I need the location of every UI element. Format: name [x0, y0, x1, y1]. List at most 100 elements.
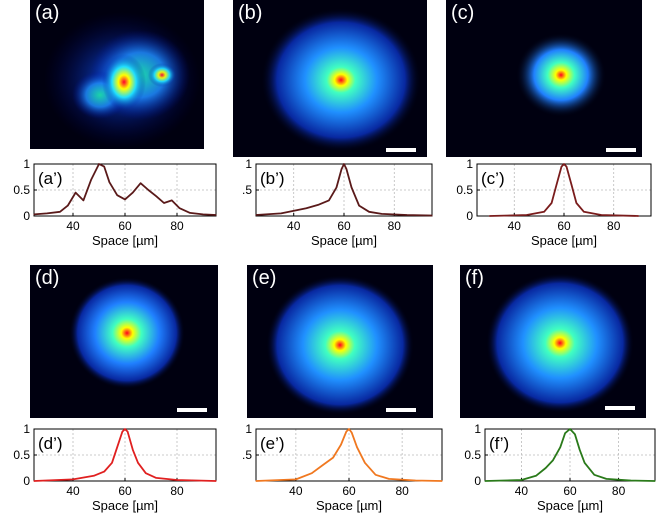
- data-point: [345, 431, 347, 433]
- data-point: [564, 432, 566, 434]
- beam-image-e-graphic: [266, 275, 414, 415]
- data-point: [155, 195, 157, 197]
- data-point: [565, 166, 568, 168]
- data-point: [569, 428, 571, 430]
- data-point: [600, 214, 602, 216]
- data-point: [280, 212, 282, 214]
- x-axis-label: Space [µm]: [311, 233, 377, 248]
- data-point: [441, 480, 443, 482]
- data-point: [637, 215, 640, 217]
- data-point: [348, 428, 350, 430]
- x-tick-label: 40: [287, 219, 301, 233]
- data-point: [82, 199, 84, 201]
- data-point: [543, 211, 545, 213]
- x-tick-label: 60: [342, 484, 356, 498]
- data-point: [574, 433, 576, 435]
- data-point: [124, 198, 126, 200]
- data-point: [163, 202, 165, 204]
- data-point: [368, 211, 370, 213]
- y-tick-label: 1: [23, 158, 30, 171]
- data-point: [137, 462, 139, 464]
- data-point: [75, 192, 77, 194]
- data-point: [335, 186, 338, 188]
- data-point: [127, 431, 129, 433]
- profile-panel-label: (d’): [38, 434, 63, 453]
- y-tick-label: 0.5: [13, 183, 30, 197]
- data-point: [90, 179, 92, 181]
- profile-plot-d-prime: 40 60 80 0 0.5 1 (d’) Space [µm]: [13, 423, 217, 513]
- data-point: [171, 199, 173, 201]
- beam-image-b: (b): [233, 0, 427, 157]
- beam-image-c-graphic: [516, 33, 606, 117]
- data-point: [46, 212, 48, 214]
- y-tick-label: 1: [245, 158, 252, 171]
- y-tick-label: 1: [23, 423, 30, 436]
- beam-image-c: (c): [446, 0, 642, 157]
- x-tick-label: 80: [395, 484, 409, 498]
- data-point: [33, 213, 35, 216]
- y-tick-label: 0.5: [456, 183, 473, 197]
- data-point: [215, 480, 217, 482]
- beam-image-f: (f): [460, 265, 646, 418]
- data-point: [414, 479, 417, 482]
- scale-bar-b: [386, 148, 416, 152]
- profile-line: [33, 163, 217, 216]
- data-point: [72, 478, 74, 481]
- data-point: [488, 215, 491, 217]
- data-point: [583, 462, 586, 464]
- data-point: [559, 446, 561, 448]
- beam-image-d-graphic: [69, 277, 185, 389]
- profile-plot-b-prime: 40 60 80 .5 1 (b’) Space [µm]: [242, 158, 433, 248]
- panel-label-d: (d): [35, 267, 60, 289]
- panel-label-c: (c): [451, 2, 475, 24]
- data-point: [255, 480, 257, 482]
- data-point: [311, 472, 313, 474]
- beam-image-d: (d): [30, 265, 218, 418]
- scale-bar-f: [605, 406, 635, 410]
- profile-plot-c-prime: 40 60 80 0 0.5 1 (c’) Space [µm]: [456, 158, 652, 248]
- data-point: [345, 168, 348, 170]
- x-tick-label: 80: [170, 219, 184, 233]
- x-tick-label: 40: [508, 219, 522, 233]
- profile-panel-label: (a’): [38, 169, 63, 188]
- data-point: [552, 459, 554, 461]
- beam-image-a-graphic: [44, 12, 200, 148]
- data-point: [321, 464, 324, 466]
- profile-panel-label: (f’): [489, 434, 509, 453]
- x-axis-label: Space [µm]: [531, 233, 597, 248]
- x-tick-label: 40: [289, 484, 303, 498]
- data-point: [103, 166, 105, 168]
- data-point: [381, 213, 383, 215]
- data-point: [343, 163, 345, 165]
- profile-panel-label: (c’): [481, 169, 505, 188]
- x-tick-label: 80: [388, 219, 402, 233]
- data-point: [155, 477, 157, 479]
- data-point: [545, 467, 547, 469]
- data-point: [116, 446, 118, 448]
- profile-panel-label: (b’): [260, 169, 285, 188]
- y-tick-label: 0.5: [464, 448, 481, 462]
- x-tick-label: 60: [557, 219, 571, 233]
- data-point: [132, 192, 134, 194]
- data-point: [605, 478, 608, 480]
- data-point: [305, 207, 307, 209]
- x-tick-label: 60: [563, 484, 577, 498]
- panel-label-b: (b): [238, 2, 263, 24]
- data-point: [406, 214, 408, 216]
- x-axis-label: Space [µm]: [537, 498, 603, 513]
- beam-image-b-graphic: [261, 8, 421, 152]
- data-point: [132, 449, 134, 451]
- x-tick-label: 40: [66, 484, 80, 498]
- scale-bar-c: [606, 148, 636, 152]
- data-point: [295, 478, 297, 481]
- data-point: [98, 163, 100, 165]
- scale-bar-d: [177, 408, 207, 412]
- data-point: [33, 480, 35, 482]
- data-point: [593, 474, 595, 476]
- data-point: [526, 214, 528, 216]
- y-tick-label: 0: [474, 474, 481, 488]
- data-point: [388, 478, 390, 480]
- data-point: [520, 479, 523, 481]
- data-point: [108, 181, 110, 183]
- data-point: [67, 205, 69, 207]
